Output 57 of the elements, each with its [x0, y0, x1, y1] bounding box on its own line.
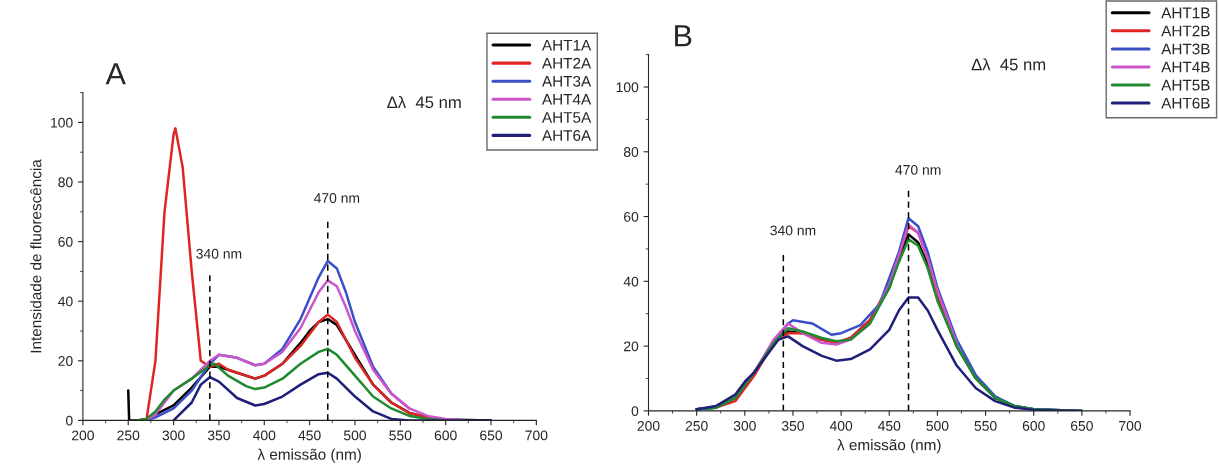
x-tick-label: 250 [685, 420, 708, 431]
y-tick-label: 20 [58, 356, 73, 366]
x-tick-label: 500 [343, 430, 367, 441]
x-tick-label: 700 [1119, 420, 1142, 431]
y-axis-title: Intensidade de fluorescência [30, 159, 42, 353]
ref-line-label: 340 nm [770, 225, 816, 236]
annotation: Δλ 45 nm [387, 95, 461, 109]
x-tick-label: 400 [253, 430, 276, 441]
legend-label: AHT4B [1161, 61, 1210, 73]
x-tick-label: 450 [298, 430, 321, 441]
y-tick-label: 0 [631, 406, 639, 417]
legend-label: AHT1B [1161, 7, 1210, 19]
x-tick-label: 600 [434, 430, 457, 441]
ref-line-label: 340 nm [196, 248, 242, 259]
ref-line-label: 470 nm [313, 193, 360, 203]
y-tick-label: 20 [624, 341, 639, 352]
y-tick-label: 40 [58, 296, 73, 307]
legend-label: AHT3B [1161, 43, 1210, 55]
chart-title: B [675, 25, 692, 47]
x-tick-label: 400 [829, 420, 853, 431]
legend-label: AHT4A [541, 94, 592, 105]
chart-title: A [105, 63, 126, 85]
legend-label: AHT3A [541, 75, 592, 87]
x-tick-label: 500 [926, 420, 949, 431]
y-tick-label: 60 [624, 211, 639, 222]
x-axis-title: λ emissão (nm) [257, 448, 361, 463]
x-tick-label: 450 [877, 420, 901, 431]
y-tick-label: 80 [58, 177, 73, 188]
legend-label: AHT2A [541, 57, 592, 69]
legend-label: AHT5B [1161, 79, 1210, 91]
legend-label: AHT6A [541, 130, 592, 141]
y-tick-label: 60 [58, 236, 73, 247]
legend-label: AHT1A [541, 39, 592, 51]
x-tick-label: 600 [1022, 420, 1045, 431]
legend-label: AHT6B [1161, 97, 1210, 109]
y-tick-label: 100 [616, 82, 639, 93]
x-tick-label: 550 [974, 420, 997, 431]
x-tick-label: 350 [207, 430, 230, 441]
y-tick-label: 40 [623, 276, 639, 287]
x-axis-title: λ emissão (nm) [837, 439, 941, 454]
y-tick-label: 80 [623, 147, 639, 157]
x-tick-label: 300 [162, 430, 185, 441]
y-tick-label: 100 [51, 117, 73, 128]
x-tick-label: 650 [1070, 420, 1093, 431]
annotation: Δλ 45 nm [971, 58, 1046, 71]
x-tick-label: 250 [117, 430, 140, 441]
legend-label: AHT5A [541, 112, 592, 123]
x-tick-label: 550 [389, 430, 412, 441]
ref-line-label: 470 nm [895, 164, 941, 175]
y-tick-label: 0 [65, 415, 73, 426]
x-tick-label: 350 [781, 420, 804, 431]
x-tick-label: 300 [733, 420, 756, 431]
x-tick-label: 650 [480, 430, 503, 441]
legend-label: AHT2B [1161, 25, 1210, 37]
x-tick-label: 200 [72, 430, 94, 441]
x-tick-label: 200 [637, 420, 660, 431]
x-tick-label: 700 [525, 430, 548, 441]
